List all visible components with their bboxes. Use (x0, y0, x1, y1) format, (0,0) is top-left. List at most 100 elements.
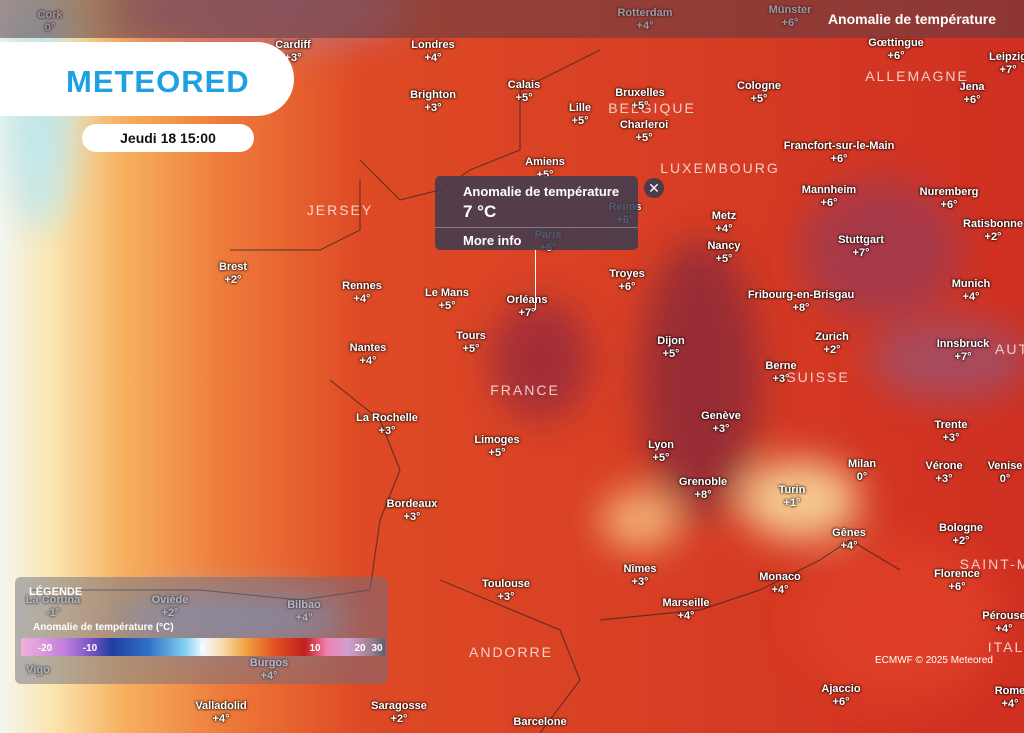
date-pill[interactable]: Jeudi 18 15:00 (82, 124, 254, 152)
popup-pin (535, 250, 536, 310)
popup: Anomalie de température 7 °C More info ✕ (435, 176, 664, 250)
city-name: Zurich (815, 331, 849, 343)
city-label: Troyes +6° (609, 268, 644, 294)
city-anomaly: +4° (771, 584, 789, 596)
color-scale (21, 638, 385, 656)
city-label: Mannheim +6° (802, 184, 856, 210)
city-anomaly: +3° (772, 373, 790, 385)
city-anomaly: +5° (631, 100, 649, 112)
city-name: Nantes (349, 342, 387, 354)
city-label: Tours +5° (456, 330, 486, 356)
city-anomaly: +4° (1001, 698, 1019, 710)
city-label: La Rochelle +3° (356, 412, 418, 438)
country-label: BELGIQUE (608, 100, 696, 116)
city-anomaly: +4° (212, 713, 230, 725)
city-anomaly: +8° (694, 489, 712, 501)
city-label: Rennes +4° (342, 280, 382, 306)
city-name: Troyes (609, 268, 645, 280)
city-label: Limoges +5° (474, 434, 519, 460)
city-anomaly: +7° (518, 307, 536, 319)
city-anomaly: +3° (497, 591, 515, 603)
city-name: Innsbruck (936, 338, 990, 350)
popup-title: Anomalie de température (463, 184, 620, 199)
city-name: Lyon (648, 439, 674, 451)
city-name: Grenoble (678, 476, 728, 488)
city-name: Ratisbonne (963, 218, 1023, 230)
city-label: Pérouse +4° (982, 610, 1024, 636)
legend-subtitle: Anomalie de température (°C) (33, 622, 174, 633)
city-anomaly: +5° (715, 253, 733, 265)
city-name: Londres (411, 39, 455, 51)
city-anomaly: +2° (984, 231, 1002, 243)
legend-tick-label: -10 (82, 643, 98, 654)
city-label: Bruxelles +5° (615, 87, 665, 113)
city-label: Gênes +4° (832, 527, 866, 553)
city-anomaly: +3° (378, 425, 396, 437)
city-anomaly: +5° (438, 300, 456, 312)
city-label: Brighton +3° (410, 89, 456, 115)
city-anomaly: +3° (935, 473, 953, 485)
city-anomaly: +5° (571, 115, 589, 127)
city-name: Amiens (525, 156, 565, 168)
city-label: Calais +5° (508, 79, 540, 105)
city-name: Fribourg-en-Brisgau (747, 289, 855, 301)
city-anomaly: +4° (424, 52, 442, 64)
city-anomaly: +4° (715, 223, 733, 235)
city-name: Bruxelles (615, 87, 665, 99)
city-label: Londres +4° (411, 39, 454, 65)
city-name: Cologne (737, 80, 781, 92)
city-name: Pérouse (982, 610, 1024, 622)
city-anomaly: +3° (631, 576, 649, 588)
city-label: Dijon +5° (657, 335, 685, 361)
city-label: Leipzig +7° (989, 51, 1024, 77)
city-anomaly: +8° (792, 302, 810, 314)
city-name: Valladolid (195, 700, 247, 712)
coastline (30, 49, 901, 733)
city-name: Tours (456, 330, 486, 342)
city-anomaly: +6° (618, 281, 636, 293)
city-name: Gœttingue (868, 37, 924, 49)
city-label: Charleroi +5° (620, 119, 668, 145)
city-label: Stuttgart +7° (838, 234, 884, 260)
city-name: Brighton (410, 89, 456, 101)
city-label: Zurich +2° (815, 331, 849, 357)
city-name: Nuremberg (919, 186, 979, 198)
country-label: ITAL (987, 639, 1024, 655)
more-info[interactable]: More info (463, 233, 522, 248)
separator (435, 227, 638, 228)
city-label: Fribourg-en-Brisgau +8° (748, 289, 854, 315)
legend-tick-label: -20 (37, 643, 53, 654)
city-name: Bordeaux (386, 498, 438, 510)
country-label: SUISSE (786, 369, 850, 385)
city-label: Florence +6° (934, 568, 980, 594)
layer-title: Anomalie de température (827, 11, 996, 27)
city-label: Milan 0° (848, 458, 876, 484)
city-name: Vérone (925, 460, 963, 472)
city-anomaly: +6° (830, 153, 848, 165)
city-anomaly: +3° (424, 102, 442, 114)
city-name: Lille (568, 102, 592, 114)
city-anomaly: +4° (840, 540, 858, 552)
city-anomaly: +2° (952, 535, 970, 547)
city-name: Ajaccio (821, 683, 861, 695)
city-name: Calais (507, 79, 541, 91)
close-button[interactable]: ✕ (644, 178, 664, 198)
city-label: Le Mans +5° (425, 287, 469, 313)
country-label: AUT (995, 341, 1024, 357)
city-name: Stuttgart (838, 234, 884, 246)
city-label: Nuremberg +6° (920, 186, 979, 212)
city-anomaly: +4° (677, 610, 695, 622)
city-anomaly: +4° (353, 293, 371, 305)
city-label: Valladolid +4° (195, 700, 246, 726)
city-name: Saragosse (371, 700, 427, 712)
city-label: Toulouse +3° (482, 578, 530, 604)
logo-text: METEORED (66, 64, 250, 99)
city-name: Rome (994, 685, 1024, 697)
country-label: JERSEY (306, 202, 374, 218)
city-anomaly: +7° (954, 351, 972, 363)
city-anomaly: +6° (820, 197, 838, 209)
city-label: Innsbruck +7° (937, 338, 990, 364)
country-label: FRANCE (490, 382, 560, 398)
city-name: Leipzig (989, 51, 1024, 63)
